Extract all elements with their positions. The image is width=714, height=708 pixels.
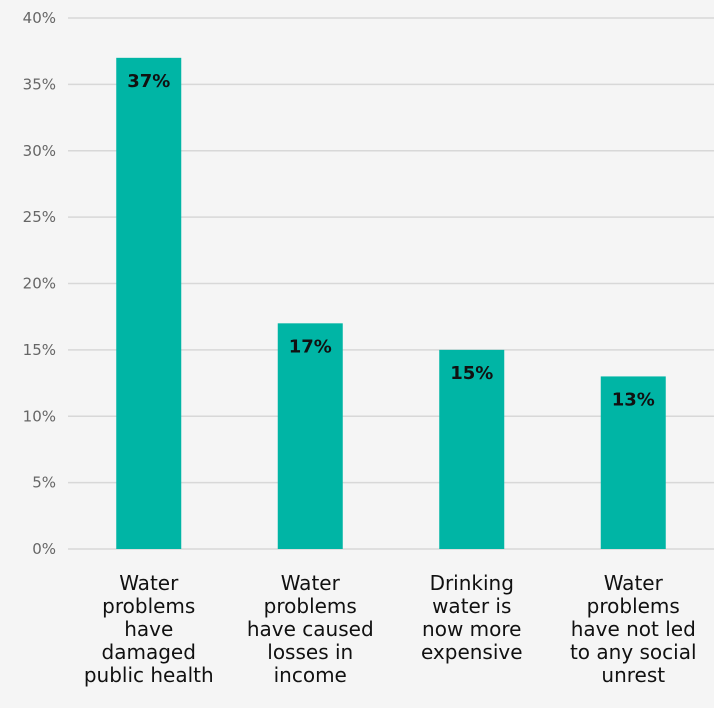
y-tick-label: 5%: [32, 474, 56, 492]
category-label: Water problems have not led to any social un…: [570, 571, 697, 687]
category-label-line: damaged: [102, 640, 196, 664]
category-label-line: have: [124, 617, 173, 641]
bar: [277, 323, 343, 549]
y-tick-label: 35%: [23, 75, 56, 93]
category-label: Water problems have caused losses in income: [247, 571, 374, 687]
category-label-line: to any social: [570, 640, 697, 664]
y-tick-label: 30%: [23, 142, 56, 160]
category-label-line: income: [274, 663, 347, 687]
category-label-line: water is: [432, 594, 511, 618]
category-label-line: problems: [264, 594, 357, 618]
data-label: 37%: [127, 71, 170, 92]
category-label-line: public health: [84, 663, 214, 687]
x-axis-categories: Water problems have damaged public healthWat…: [84, 571, 697, 687]
bars: [116, 57, 666, 549]
category-label-line: have not led: [571, 617, 696, 641]
category-label-line: losses in: [267, 640, 353, 664]
category-label-line: problems: [587, 594, 680, 618]
y-axis-ticks: 0% 5% 10% 15% 20% 25% 30% 35% 40%: [23, 9, 56, 558]
category-label-line: expensive: [421, 640, 523, 664]
category-label-line: Water: [119, 571, 179, 595]
category-label: Water problems have damaged public health: [84, 571, 214, 687]
y-tick-label: 40%: [23, 9, 56, 27]
bar: [116, 57, 182, 549]
category-label-line: Drinking: [430, 571, 514, 595]
category-label-line: problems: [102, 594, 195, 618]
bar: [439, 349, 505, 549]
data-label: 17%: [289, 336, 332, 357]
category-label: Drinking water is now more expensive: [421, 571, 523, 664]
bar: [600, 376, 666, 549]
category-label-line: have caused: [247, 617, 374, 641]
y-tick-label: 10%: [23, 407, 56, 425]
data-label: 13%: [612, 389, 655, 410]
y-tick-label: 20%: [23, 275, 56, 293]
category-label-line: unrest: [601, 663, 665, 687]
y-tick-label: 25%: [23, 208, 56, 226]
category-label-line: Water: [281, 571, 341, 595]
y-tick-label: 15%: [23, 341, 56, 359]
category-label-line: Water: [604, 571, 664, 595]
data-labels: 37% 17% 15% 13%: [127, 71, 655, 411]
category-label-line: now more: [422, 617, 521, 641]
data-label: 15%: [450, 363, 493, 384]
y-tick-label: 0%: [32, 540, 56, 558]
